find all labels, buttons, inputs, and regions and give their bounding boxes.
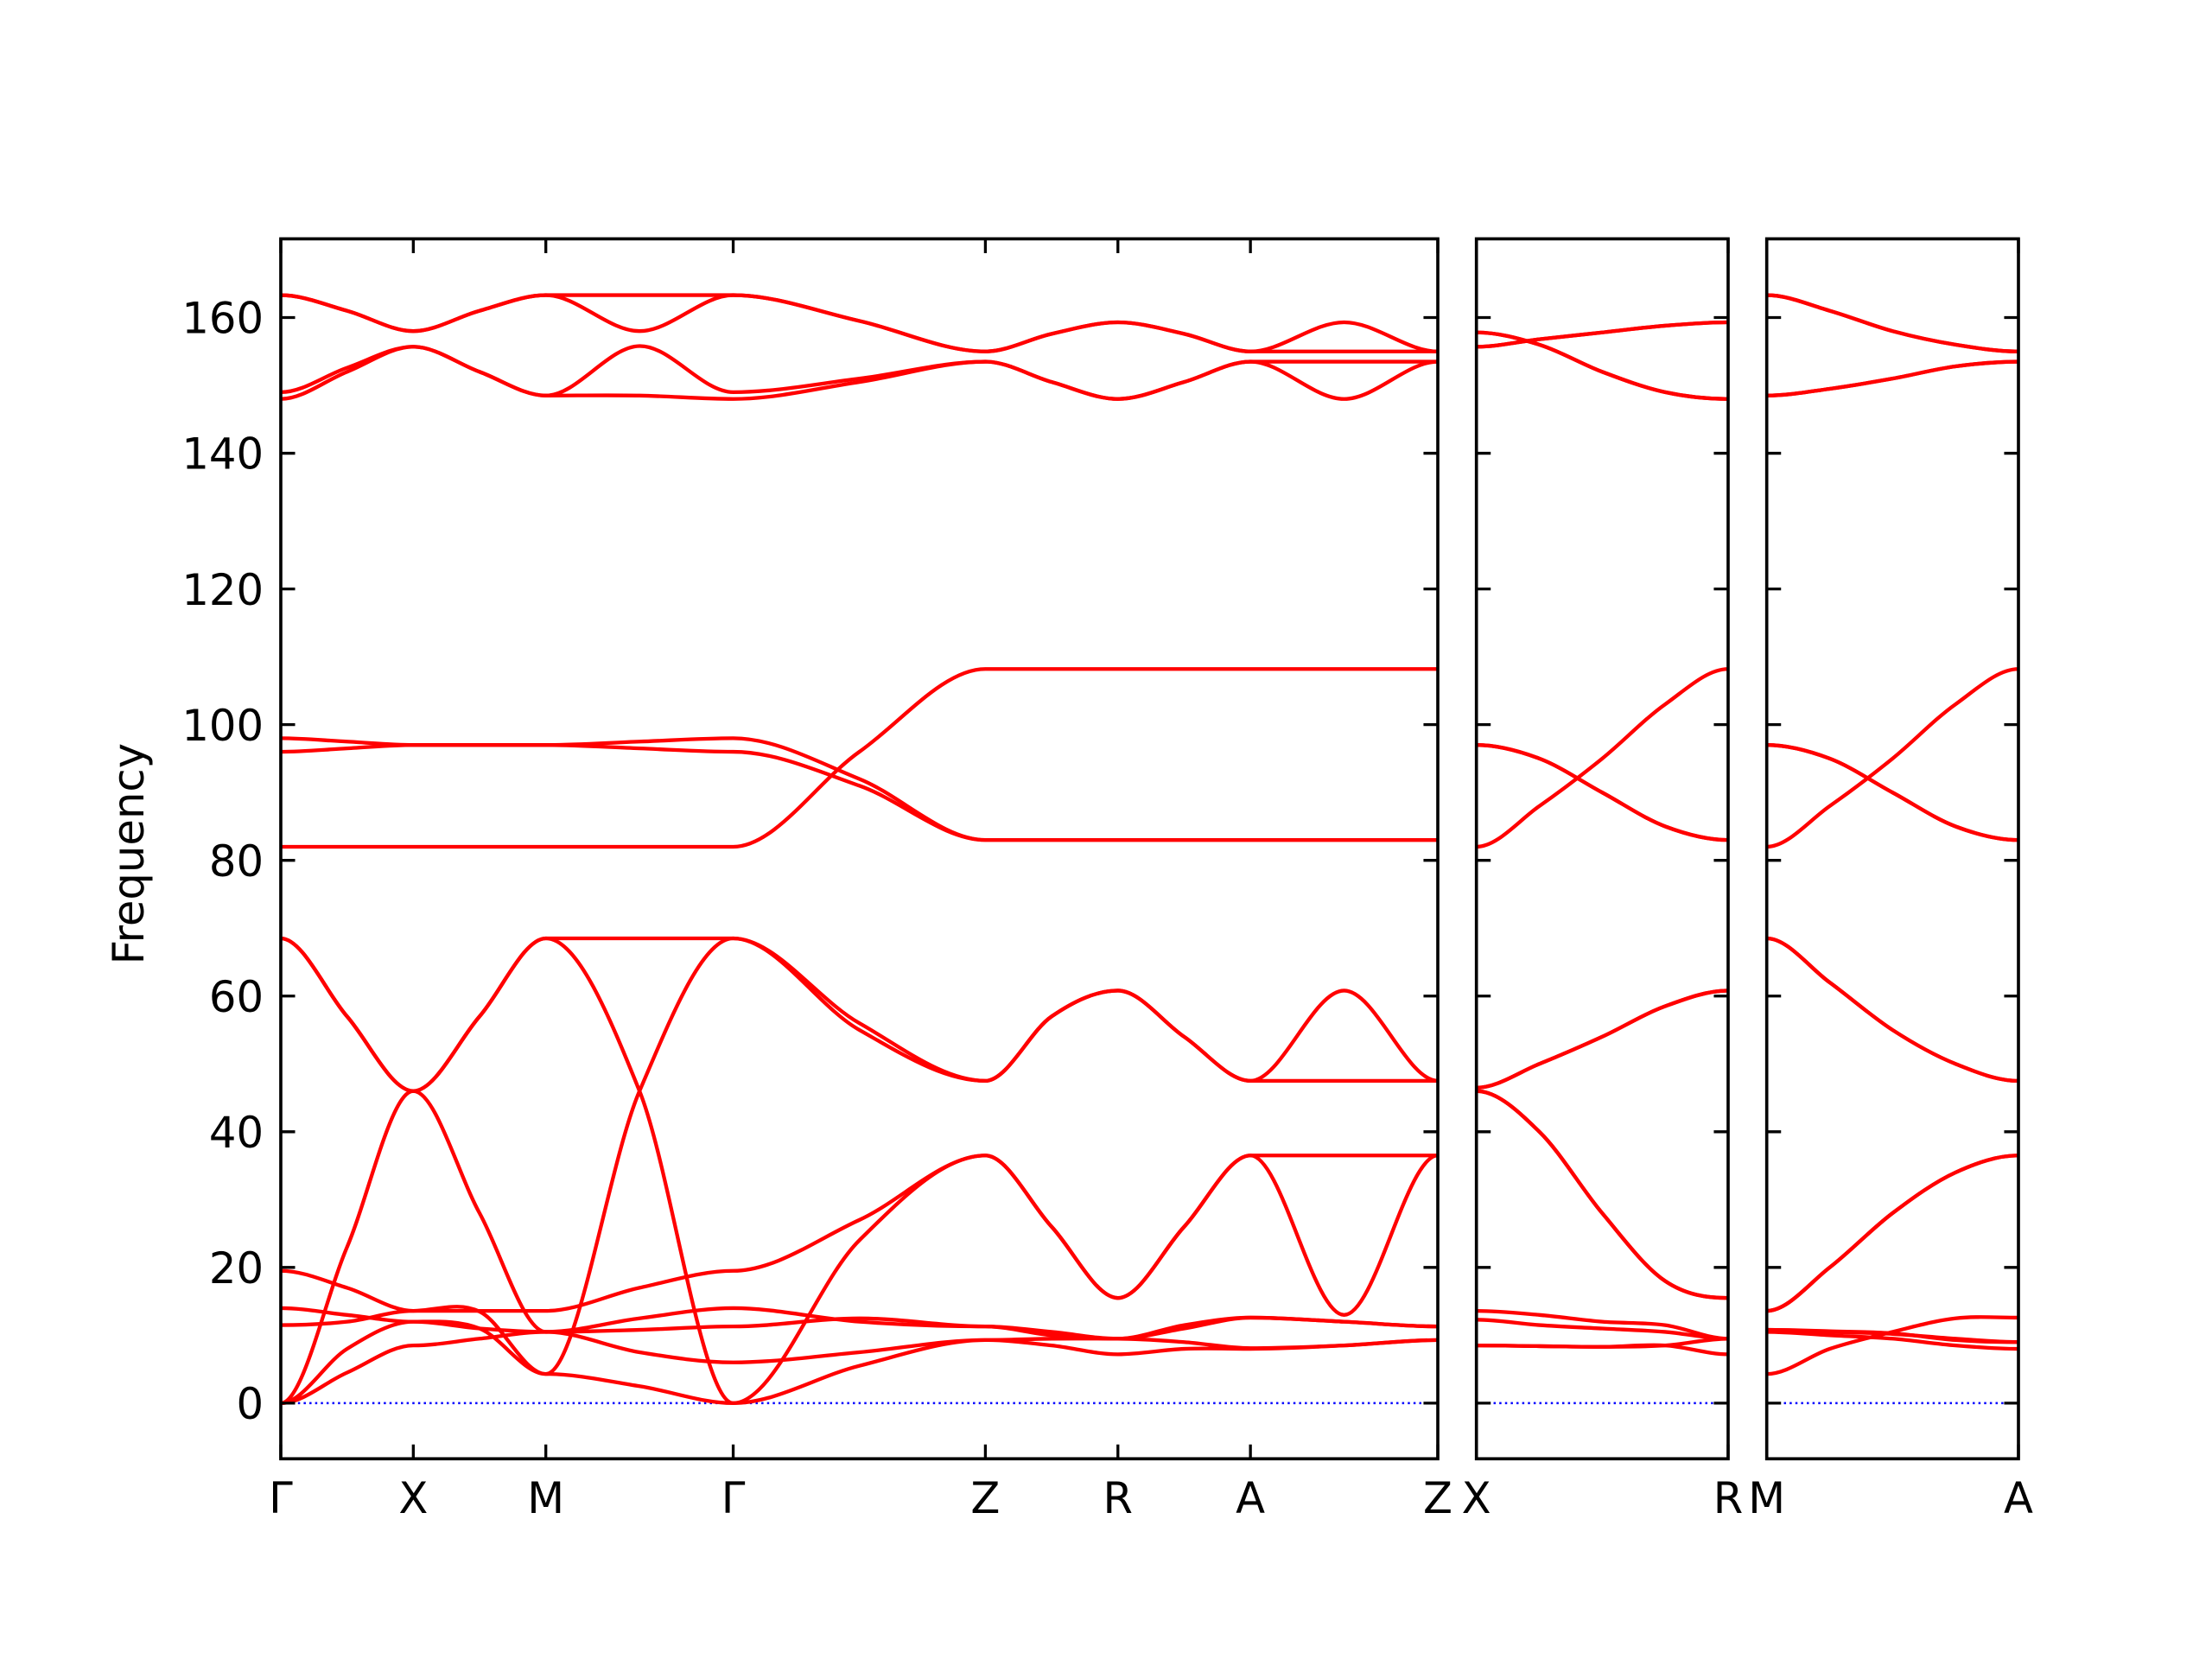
band-line xyxy=(1766,743,2018,842)
band-line xyxy=(1766,293,2018,353)
band-line xyxy=(1476,1343,1728,1357)
band-line xyxy=(1476,330,1728,401)
x-tick-label: A xyxy=(2004,1473,2033,1523)
plot-area xyxy=(1766,293,2018,1405)
axes-frame xyxy=(1474,237,1730,1461)
x-tick-label: Γ xyxy=(721,1473,746,1523)
x-tick-label: A xyxy=(1236,1473,1265,1523)
band-line xyxy=(1476,320,1728,349)
x-tick-label: X xyxy=(1462,1473,1491,1523)
y-tick-label: 80 xyxy=(209,836,264,887)
band-line xyxy=(1766,1327,2018,1344)
y-tick-label: 120 xyxy=(181,565,264,615)
y-tick-label: 160 xyxy=(181,294,264,344)
y-axis-label: Frequency xyxy=(104,743,154,964)
x-tick-label: Z xyxy=(970,1473,1000,1523)
plot-area xyxy=(1476,320,1728,1405)
band-line xyxy=(1476,1308,1728,1341)
band-line xyxy=(280,345,1438,401)
band-line xyxy=(280,667,1438,849)
band-line xyxy=(1766,1330,2018,1351)
band-line xyxy=(1766,1154,2018,1313)
band-line xyxy=(280,1306,1438,1341)
band-line xyxy=(1476,988,1728,1090)
axes-frame xyxy=(1764,237,2020,1461)
band-line xyxy=(1476,1089,1728,1300)
band-line xyxy=(1766,667,2018,849)
y-tick-label: 60 xyxy=(209,972,264,1022)
band-line xyxy=(280,736,1438,842)
band-line xyxy=(1476,667,1728,849)
x-tick-label: Z xyxy=(1423,1473,1452,1523)
band-line xyxy=(1476,743,1728,842)
plot-area xyxy=(280,293,1438,1406)
y-tick-label: 140 xyxy=(181,429,264,480)
band-line xyxy=(280,936,1438,1376)
x-tick-label: Γ xyxy=(269,1473,293,1523)
band-line xyxy=(280,1154,1438,1327)
x-tick-label: X xyxy=(398,1473,428,1523)
x-tick-label: M xyxy=(527,1473,564,1523)
band-line xyxy=(1766,359,2018,397)
band-line xyxy=(1766,936,2018,1084)
x-tick-label: R xyxy=(1103,1473,1134,1523)
y-tick-label: 0 xyxy=(237,1379,264,1429)
x-tick-label: R xyxy=(1713,1473,1744,1523)
band-line xyxy=(1476,1318,1728,1341)
band-line xyxy=(280,293,1438,353)
axes-frame xyxy=(279,237,1440,1461)
y-tick-label: 40 xyxy=(209,1108,264,1158)
y-tick-label: 100 xyxy=(181,701,264,751)
y-tick-label: 20 xyxy=(209,1243,264,1294)
x-tick-label: M xyxy=(1748,1473,1785,1523)
